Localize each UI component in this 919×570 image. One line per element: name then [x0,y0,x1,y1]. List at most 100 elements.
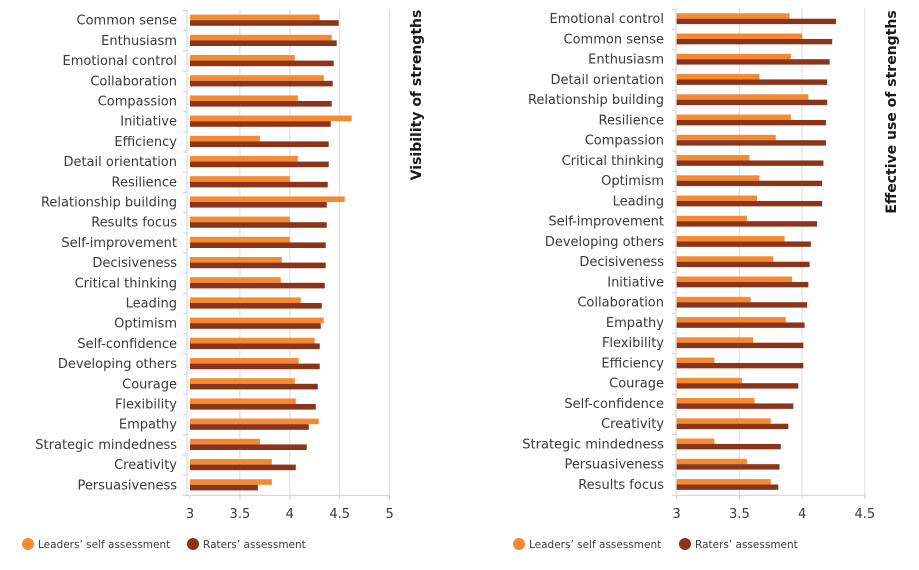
chart-title: Visibility of strengths [409,10,425,181]
bar-raters [676,79,828,85]
bar-self [676,377,742,384]
bar-self [190,75,324,81]
category-label: Critical thinking [562,154,664,169]
bar-raters [190,141,329,147]
bar-self [676,256,774,262]
bar-self [190,135,260,142]
category-label: Compassion [585,134,664,149]
bar-self [190,95,298,101]
legend-self-marker [22,538,34,550]
category-label: Compassion [98,95,177,110]
bar-raters [190,202,327,208]
legend-raters-label: Raters’ assessment [203,539,306,551]
bar-raters [676,261,810,268]
legend: Leaders’ self assessment Raters’ assessme… [513,538,798,551]
category-label: Emotional control [549,12,664,27]
x-tick-label: 4 [286,507,294,522]
bar-self [190,378,295,384]
category-label: Relationship building [528,93,664,108]
bar-raters [676,140,826,146]
bar-self [676,53,791,60]
bar-raters [676,464,780,470]
category-label: Detail orientation [63,155,177,170]
bar-raters [190,80,333,87]
category-label: Initiative [607,275,664,290]
bar-raters [190,181,328,188]
bar-self [190,34,332,41]
bar-raters [676,443,781,450]
x-tick-label: 5 [385,507,393,522]
bar-self [676,33,803,39]
category-label: Courage [609,377,664,392]
bar-raters [676,221,818,227]
bar-self [190,317,324,324]
bar-self [676,458,747,465]
bar-raters [676,160,824,166]
bar-raters [190,60,334,67]
bar-self [190,358,299,364]
bar-raters [190,383,318,390]
bar-raters [676,423,789,430]
category-label: Developing others [545,235,664,250]
visibility-chart: 3 3.5 4 4.5 5 Common sense Enthusiasm Emotional… [22,9,425,551]
bar-raters [676,119,826,126]
x-tick-label: 4 [798,507,806,522]
bar-raters [190,121,331,127]
category-label: Results focus [91,216,177,231]
bar-self [676,94,809,100]
bar-self [676,296,751,303]
category-label: Detail orientation [550,73,664,88]
bar-self [676,317,786,323]
x-tick-label: 3.5 [729,507,750,522]
bar-raters [676,484,779,490]
bar-raters [676,281,809,288]
bar-raters [190,20,339,26]
category-label: Collaboration [577,296,664,311]
bar-raters [676,322,805,328]
category-label: Common sense [564,32,664,47]
bar-raters [676,18,836,25]
bar-self [676,418,771,424]
bar-self [676,155,750,161]
x-tick-label: 4.5 [329,507,350,522]
legend: Leaders’ self assessment Raters’ assessme… [22,538,306,551]
category-label: Persuasiveness [564,458,664,473]
bar-self [190,55,295,61]
bar-self [676,479,771,485]
bar-self [676,398,755,404]
category-label: Decisiveness [92,256,177,271]
category-label: Strategic mindedness [522,437,664,452]
category-label: Leading [613,194,664,209]
category-label: Optimism [114,317,177,332]
category-label: Self-improvement [548,215,664,230]
bar-self [676,195,757,201]
bar-self [190,216,290,223]
category-label: Decisiveness [579,255,664,270]
category-label: Flexibility [115,398,177,413]
bar-raters [676,342,804,349]
legend-self-label: Leaders’ self assessment [529,539,661,551]
bar-self [190,257,282,263]
bar-raters [676,99,828,106]
bar-raters [190,404,316,410]
category-label: Creativity [601,417,664,432]
category-label: Leading [126,297,177,312]
bar-raters [676,383,799,389]
bar-self [676,236,785,242]
bar-self [676,114,791,120]
bar-self [676,357,715,363]
legend-self-marker [513,538,525,550]
category-label: Efficiency [601,356,664,371]
category-label: Enthusiasm [101,34,177,49]
bar-self [190,418,319,425]
bar-self [190,196,345,202]
bar-self [190,236,290,243]
category-label: Developing others [58,357,177,372]
bar-self [676,215,747,222]
bar-raters [676,403,794,409]
bar-raters [190,282,325,289]
category-label: Resilience [112,175,177,190]
category-label: Self-confidence [77,337,177,352]
bar-self [676,337,754,343]
